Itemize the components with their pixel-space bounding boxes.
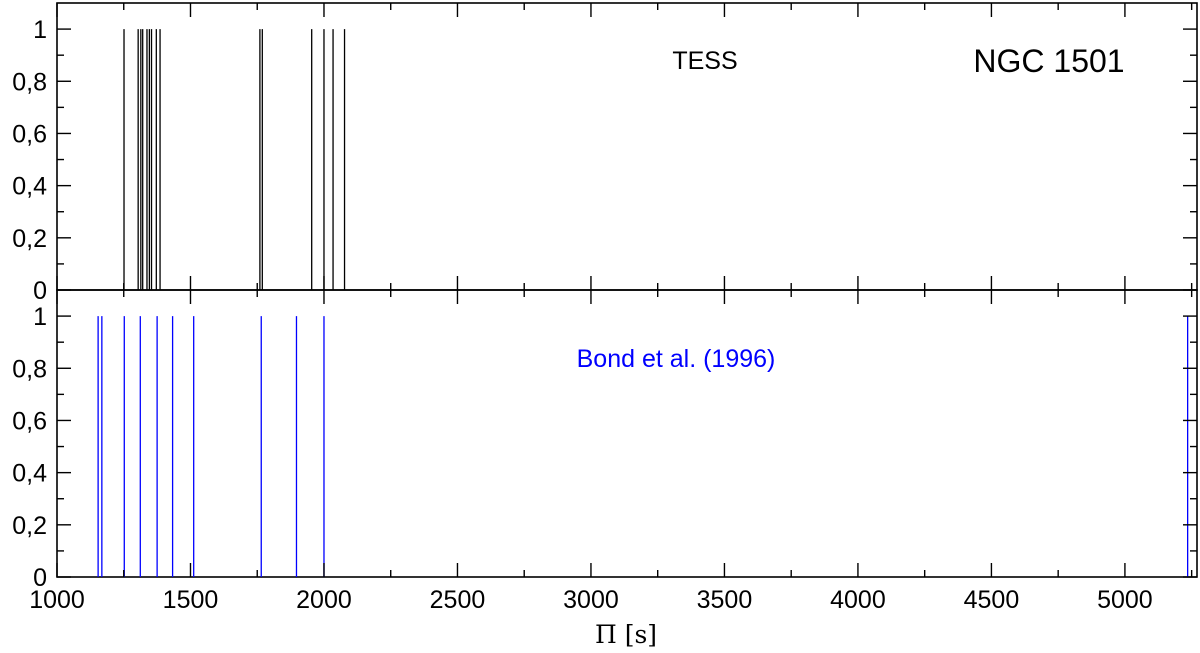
top-y-tick-label: 0,4 [12,173,47,201]
x-axis-label: Π [s] [595,620,657,649]
x-tick-label: 2000 [296,586,352,614]
bottom-y-tick-label: 0,2 [12,512,47,540]
x-tick-label: 4500 [964,586,1020,614]
bond-annotation: Bond et al. (1996) [577,345,776,373]
x-tick-label: 1500 [163,586,219,614]
bottom-y-tick-label: 0,8 [12,355,47,383]
bottom-y-tick-label: 0,4 [12,460,47,488]
bottom-y-tick-label: 0,6 [12,407,47,435]
bottom-panel-frame [56,289,1198,578]
x-tick-label: 2500 [430,586,486,614]
top-y-tick-label: 0,6 [12,120,47,148]
top-bars [123,29,346,290]
bottom-y-tick-label: 0 [33,564,47,592]
bottom-bars [97,316,1189,577]
top-y-tick-label: 0,8 [12,68,47,96]
x-tick-label: 4000 [830,586,886,614]
x-tick-label: 3500 [697,586,753,614]
bottom-axis-ticks [56,290,1197,578]
x-tick-label: 1000 [29,586,85,614]
bottom-y-tick-labels: 0 0,2 0,4 0,6 0,8 1 [12,303,47,592]
top-panel: 0 0,2 0,4 0,6 0,8 1 TESS NGC 1501 [12,2,1198,305]
x-tick-label: 3000 [563,586,619,614]
top-y-tick-label: 0,2 [12,225,47,253]
top-y-tick-label: 0 [33,277,47,305]
bottom-y-tick-label: 1 [33,303,47,331]
x-tick-labels: 1000 1500 2000 2500 3000 3500 4000 4500 5000 [29,586,1153,614]
ngc-1501-annotation: NGC 1501 [973,43,1124,79]
tess-annotation: TESS [672,47,737,75]
top-y-tick-label: 1 [33,16,47,44]
x-tick-label: 5000 [1097,586,1153,614]
top-y-tick-labels: 0 0,2 0,4 0,6 0,8 1 [12,16,47,305]
bottom-panel: 0 0,2 0,4 0,6 0,8 1 1000 1500 2000 2500 3000 3500 4… [12,289,1198,614]
